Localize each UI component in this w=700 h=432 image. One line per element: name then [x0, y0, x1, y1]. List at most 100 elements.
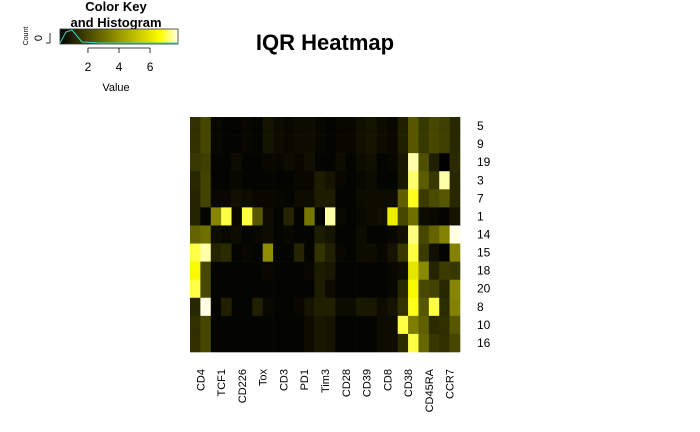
heatmap-cell: [335, 261, 347, 280]
heatmap-cell: [387, 225, 398, 244]
heatmap-cell: [231, 207, 243, 226]
heatmap-cell: [366, 117, 378, 136]
heatmap-cell: [408, 243, 419, 262]
heatmap-cell: [356, 333, 367, 353]
heatmap-cell: [366, 207, 378, 226]
heatmap-cell: [366, 243, 378, 262]
heatmap-cell: [356, 153, 367, 172]
heatmap-cell: [449, 117, 461, 136]
heatmap-cell: [314, 153, 326, 172]
color-key-swatch: [68, 29, 71, 44]
heatmap-cell: [293, 243, 305, 262]
heatmap-cell: [273, 225, 284, 244]
heatmap-cell: [335, 207, 347, 226]
heatmap-cell: [428, 333, 440, 353]
heatmap-cell: [190, 189, 201, 208]
heatmap-cell: [439, 171, 450, 190]
heatmap-cell: [356, 315, 367, 335]
heatmap-cell: [345, 207, 357, 226]
heatmap-cell: [273, 279, 284, 299]
color-key-swatch: [176, 29, 179, 44]
heatmap-cell: [418, 279, 430, 299]
color-key-swatch: [132, 29, 135, 44]
heatmap-cell: [397, 171, 409, 190]
heatmap-cell: [200, 135, 212, 154]
heatmap-cell: [428, 189, 440, 208]
row-label: 15: [477, 246, 491, 260]
heatmap-cell: [345, 333, 357, 353]
heatmap-cell: [345, 315, 357, 335]
row-label: 16: [477, 336, 491, 350]
heatmap-cell: [387, 135, 398, 154]
heatmap-cell: [314, 261, 326, 280]
heatmap-cell: [418, 171, 430, 190]
color-key-swatch: [158, 29, 161, 44]
heatmap-cell: [273, 333, 284, 353]
heatmap-cell: [335, 189, 347, 208]
heatmap-cell: [439, 189, 450, 208]
heatmap-cell: [366, 225, 378, 244]
column-label: CD8: [382, 369, 394, 391]
heatmap-cell: [190, 333, 201, 353]
heatmap-cell: [252, 297, 263, 317]
heatmap-cell: [200, 117, 212, 136]
color-key-xlabel: Value: [102, 82, 129, 94]
heatmap-cell: [252, 135, 263, 154]
heatmap-cell: [366, 333, 378, 353]
heatmap-cell: [293, 279, 305, 299]
heatmap-cell: [408, 225, 419, 244]
heatmap-cell: [210, 189, 222, 208]
color-key-xtick-label: 6: [147, 60, 154, 74]
heatmap-cell: [283, 117, 295, 136]
heatmap-cell: [304, 189, 315, 208]
heatmap-cell: [283, 225, 295, 244]
color-key-xtick-label: 2: [85, 60, 92, 74]
color-key-swatch: [162, 29, 165, 44]
heatmap-cell: [221, 243, 232, 262]
heatmap-cell: [449, 333, 461, 353]
heatmap-cell: [262, 297, 274, 317]
color-key-frame: [59, 28, 179, 45]
heatmap-cell: [200, 225, 212, 244]
heatmap-cell: [345, 135, 357, 154]
heatmap-cell: [241, 189, 253, 208]
heatmap-cell: [252, 189, 263, 208]
heatmap-cell: [366, 153, 378, 172]
color-key-title-line1: Color Key: [85, 0, 147, 14]
color-key-swatch: [166, 29, 169, 44]
heatmap-cell: [325, 297, 336, 317]
row-label: 5: [477, 119, 484, 133]
color-key-swatch: [110, 29, 113, 44]
heatmap-cell: [439, 225, 450, 244]
column-label: CD4: [195, 369, 207, 391]
color-key-swatch: [98, 29, 101, 44]
column-label: CD226: [237, 369, 249, 403]
heatmap-cell: [293, 117, 305, 136]
color-key-swatch: [140, 29, 143, 44]
heatmap-cell: [210, 297, 222, 317]
color-key-swatch: [164, 29, 167, 44]
row-label: 19: [477, 155, 491, 169]
color-key-swatch: [64, 29, 67, 44]
column-label: Tim3: [320, 369, 332, 393]
color-key-swatch: [74, 29, 77, 44]
heatmap-cell: [439, 261, 450, 280]
heatmap-cell: [449, 243, 461, 262]
heatmap-cell: [283, 333, 295, 353]
heatmap-cell: [304, 225, 315, 244]
heatmap-cell: [356, 279, 367, 299]
heatmap-cell: [252, 243, 263, 262]
heatmap-cell: [387, 207, 398, 226]
color-key-swatch: [124, 29, 127, 44]
heatmap-cell: [231, 261, 243, 280]
heatmap-cell: [418, 117, 430, 136]
column-label: CD38: [403, 369, 415, 397]
heatmap-cell: [273, 189, 284, 208]
heatmap-cell: [304, 297, 315, 317]
heatmap-cell: [356, 243, 367, 262]
heatmap-cell: [418, 135, 430, 154]
heatmap-cell: [397, 243, 409, 262]
heatmap-cell: [418, 315, 430, 335]
color-key-swatch: [90, 29, 93, 44]
